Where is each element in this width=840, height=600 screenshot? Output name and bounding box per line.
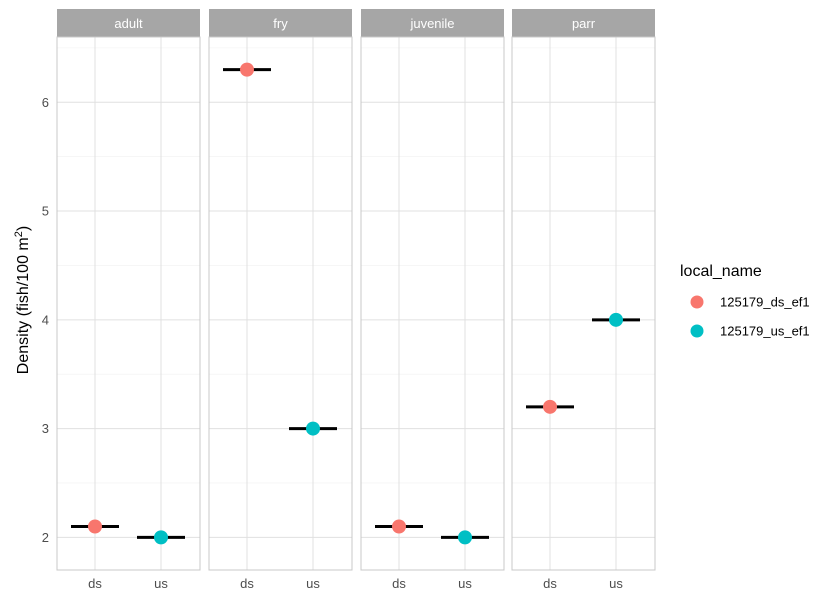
x-tick-label: us bbox=[609, 576, 623, 591]
data-point-adult-us bbox=[154, 530, 168, 545]
facet-panel-fry: fry ds us bbox=[208, 9, 353, 591]
facet-panel-parr: parr ds us bbox=[511, 9, 656, 591]
legend: local_name 125179_ds_ef1 125179_us_ef1 bbox=[680, 263, 810, 339]
legend-label: 125179_us_ef1 bbox=[720, 324, 810, 339]
panel-border bbox=[511, 36, 656, 571]
x-tick-label: ds bbox=[392, 576, 406, 591]
data-point-adult-ds bbox=[88, 519, 102, 534]
legend-label: 125179_ds_ef1 bbox=[720, 295, 810, 310]
panel-border bbox=[360, 36, 505, 571]
facet-strip-parr bbox=[512, 9, 655, 37]
data-point-juvenile-ds bbox=[392, 519, 406, 534]
facet-strip-juvenile bbox=[361, 9, 504, 37]
y-tick-label: 5 bbox=[42, 204, 49, 219]
facet-panel-adult: adult ds us bbox=[56, 9, 201, 591]
data-point-parr-ds bbox=[543, 399, 557, 414]
legend-key bbox=[690, 324, 704, 338]
facet-strip-adult bbox=[57, 9, 200, 37]
facet-panel-juvenile: juvenile ds us bbox=[360, 9, 505, 591]
facet-panels: adult ds us fry ds us juvenile ds us parr ds us bbox=[56, 9, 656, 591]
y-axis-title: Density (fish/100 m2) bbox=[13, 226, 32, 374]
y-axis-title-superscript: 2 bbox=[13, 231, 25, 237]
y-tick-label: 4 bbox=[42, 312, 49, 327]
facet-strip-label: parr bbox=[572, 16, 596, 31]
data-point-parr-us bbox=[609, 312, 623, 327]
y-axis-title-main: Density (fish/100 m bbox=[15, 237, 32, 374]
legend-entry: 125179_ds_ef1 bbox=[690, 295, 810, 310]
x-tick-label: ds bbox=[543, 576, 557, 591]
legend-title: local_name bbox=[680, 263, 762, 280]
facet-strip-label: fry bbox=[273, 16, 288, 31]
x-tick-label: ds bbox=[240, 576, 254, 591]
x-tick-label: us bbox=[306, 576, 320, 591]
y-tick-label: 2 bbox=[42, 530, 49, 545]
facet-strip-label: adult bbox=[114, 16, 143, 31]
y-tick-label: 3 bbox=[42, 421, 49, 436]
x-tick-label: us bbox=[154, 576, 168, 591]
facet-strip-fry bbox=[209, 9, 352, 37]
legend-entry: 125179_us_ef1 bbox=[690, 324, 810, 339]
y-axis-title-close: ) bbox=[15, 226, 32, 231]
data-point-juvenile-us bbox=[458, 530, 472, 545]
data-point-fry-us bbox=[306, 421, 320, 436]
legend-key bbox=[690, 295, 704, 309]
facet-strip-label: juvenile bbox=[409, 16, 454, 31]
y-tick-label: 6 bbox=[42, 95, 49, 110]
data-point-fry-ds bbox=[240, 62, 254, 77]
panel-border bbox=[56, 36, 201, 571]
panel-border bbox=[208, 36, 353, 571]
legend-entries: 125179_ds_ef1 125179_us_ef1 bbox=[690, 295, 810, 339]
x-tick-label: us bbox=[458, 576, 472, 591]
x-tick-label: ds bbox=[88, 576, 102, 591]
y-axis: 2 3 4 5 6 bbox=[42, 95, 49, 545]
